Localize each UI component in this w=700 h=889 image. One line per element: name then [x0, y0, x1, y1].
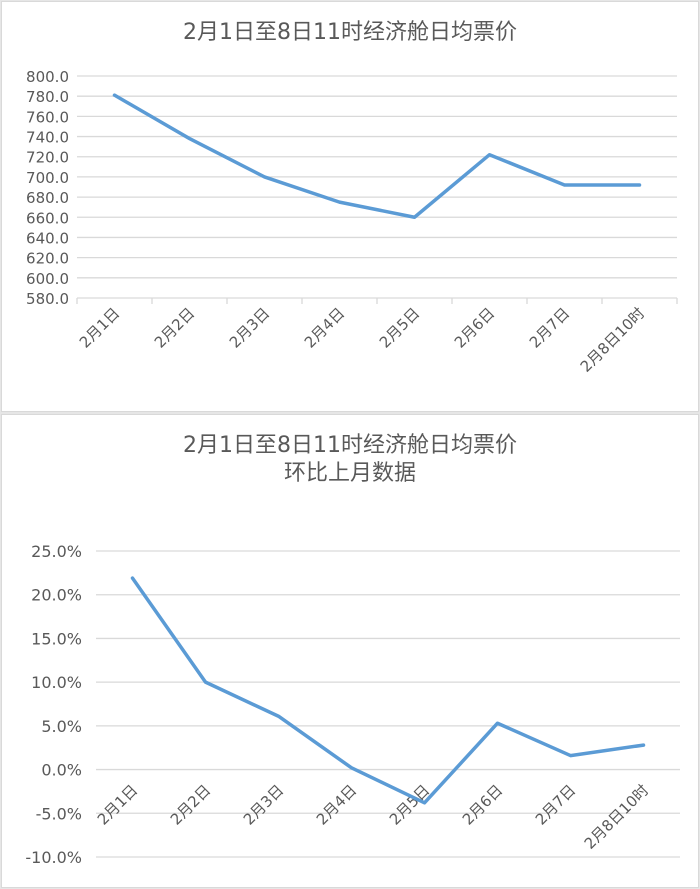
y-tick-label: 640.0	[26, 229, 69, 247]
x-tick-label: 2月2日	[151, 304, 198, 351]
x-tick-label: 2月4日	[313, 781, 360, 828]
x-tick-label: 2月3日	[240, 781, 287, 828]
y-tick-label: 720.0	[26, 149, 69, 167]
x-tick-label: 2月3日	[226, 304, 273, 351]
x-tick-label: 2月8日10时	[581, 781, 653, 853]
y-tick-label: 10.0%	[31, 673, 82, 692]
y-tick-label: 0.0%	[41, 761, 82, 780]
y-tick-label: 780.0	[26, 88, 69, 106]
y-tick-label: -5.0%	[36, 804, 82, 823]
y-tick-label: 600.0	[26, 270, 69, 288]
y-tick-label: 620.0	[26, 250, 69, 268]
x-tick-label: 2月1日	[76, 304, 123, 351]
price-line-chart: 800.0 780.0 760.0 740.0 720.0 700.0 680.0 660.0…	[26, 68, 678, 376]
x-tick-label: 2月6日	[451, 304, 498, 351]
y-tick-label: 580.0	[26, 290, 69, 308]
series-line	[112, 93, 642, 220]
price-chart-panel: 2月1日至8日11时经济舱日均票价 800.0 780.0 760.0 740.0 72…	[1, 1, 699, 412]
y-tick-label: 20.0%	[31, 586, 82, 605]
y-tick-label: 680.0	[26, 189, 69, 207]
x-tick-label: 2月4日	[301, 304, 348, 351]
mom-chart-title: 2月1日至8日11时经济舱日均票价	[183, 433, 517, 458]
y-tick-label: 700.0	[26, 169, 69, 187]
y-tick-label: 25.0%	[31, 542, 82, 561]
price-chart-title: 2月1日至8日11时经济舱日均票价	[183, 20, 517, 45]
series-line	[130, 576, 646, 805]
x-tick-label: 2月8日10时	[577, 304, 649, 376]
y-tick-label: 760.0	[26, 108, 69, 126]
y-tick-label: -10.0%	[25, 848, 82, 867]
x-tick-label: 2月7日	[526, 304, 573, 351]
mom-chart-subtitle: 环比上月数据	[283, 461, 416, 486]
y-tick-label: 800.0	[26, 68, 69, 86]
x-tick-label: 2月6日	[459, 781, 506, 828]
y-tick-label: 660.0	[26, 209, 69, 227]
y-tick-label: 15.0%	[31, 629, 82, 648]
y-tick-label: 740.0	[26, 129, 69, 147]
x-tick-label: 2月1日	[94, 781, 141, 828]
mom-chart-panel: 2月1日至8日11时经济舱日均票价 环比上月数据 25.0% 20.0% 15.0%…	[1, 414, 699, 888]
y-tick-label: 5.0%	[41, 717, 82, 736]
x-tick-label: 2月2日	[167, 781, 214, 828]
mom-line-chart: 25.0% 20.0% 15.0% 10.0% 5.0% 0.0% -5.0% -10.0% 2…	[25, 542, 680, 867]
x-tick-label: 2月7日	[532, 781, 579, 828]
x-tick-label: 2月5日	[376, 304, 423, 351]
